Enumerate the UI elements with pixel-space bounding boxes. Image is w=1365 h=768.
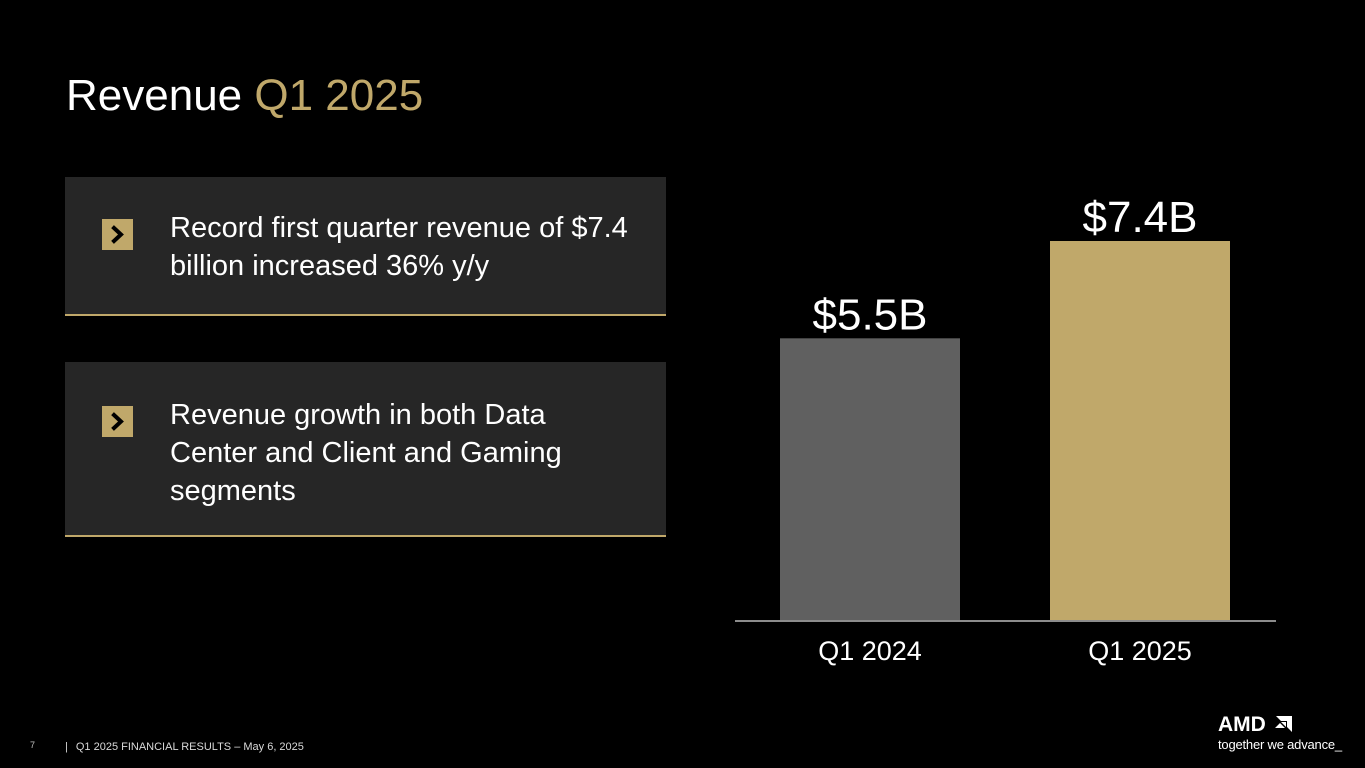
title-main: Revenue bbox=[66, 71, 243, 120]
x-tick-label: Q1 2024 bbox=[818, 636, 922, 666]
bar-q1-2024 bbox=[780, 338, 960, 620]
footer: | Q1 2025 FINANCIAL RESULTS – May 6, 2025 bbox=[65, 741, 304, 753]
bullet-card-1: Record first quarter revenue of $7.4 bil… bbox=[65, 177, 666, 316]
logo-tagline: together we advance_ bbox=[1218, 737, 1342, 752]
x-tick-label: Q1 2025 bbox=[1088, 636, 1192, 666]
amd-logo: AMD together we advance_ bbox=[1218, 714, 1343, 756]
data-label: $5.5B bbox=[813, 290, 928, 339]
footer-text: Q1 2025 FINANCIAL RESULTS – May 6, 2025 bbox=[75, 741, 304, 753]
page-number: 7 bbox=[30, 740, 36, 750]
title-accent: Q1 2025 bbox=[254, 71, 424, 120]
data-label: $7.4B bbox=[1083, 193, 1198, 242]
revenue-bar-chart: $5.5B Q1 2024 $7.4B Q1 2025 bbox=[735, 193, 1276, 666]
bullet-card-2: Revenue growth in both Data Center and C… bbox=[65, 362, 666, 537]
chevron-right-icon bbox=[102, 406, 133, 437]
amd-arrow-icon bbox=[1275, 716, 1292, 732]
footer-separator: | bbox=[65, 741, 68, 753]
bar-q1-2025 bbox=[1050, 241, 1230, 620]
bullet-text-1: Record first quarter revenue of $7.4 bil… bbox=[170, 212, 628, 282]
page-title: Revenue Q1 2025 bbox=[66, 68, 423, 124]
chevron-right-icon bbox=[102, 219, 133, 250]
logo-wordmark: AMD bbox=[1218, 713, 1266, 736]
bullet-text-2: Revenue growth in both Data Center and C… bbox=[170, 399, 562, 507]
